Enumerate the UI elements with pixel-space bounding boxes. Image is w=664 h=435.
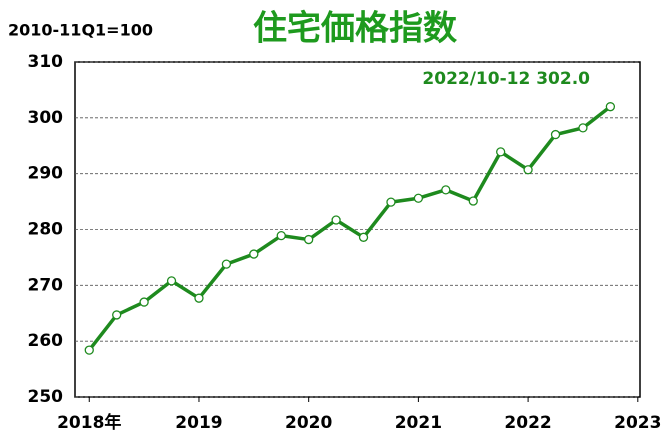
point (441, 185, 451, 195)
point (331, 215, 341, 225)
x-tick-label: 2023 (614, 413, 661, 433)
point (578, 123, 588, 133)
point (496, 147, 506, 157)
point (194, 293, 204, 303)
y-tick-label: 300 (28, 108, 64, 128)
point (84, 345, 94, 355)
y-tick-label: 280 (28, 220, 64, 240)
line (87, 105, 612, 352)
point (468, 196, 478, 206)
point (413, 193, 424, 203)
point (358, 232, 369, 242)
y-tick-label: 290 (28, 164, 64, 184)
annotation: 2022/10-12 302.0 (422, 69, 590, 89)
x-tick-label: 2018年 (57, 412, 121, 433)
x-tick-label: 2020 (285, 413, 332, 433)
y-tick-label: 260 (28, 331, 64, 351)
point (112, 310, 122, 320)
y-tick-label: 310 (28, 52, 64, 72)
point (550, 129, 561, 140)
chart-subtitle: 2010-11Q1=100 (8, 21, 153, 40)
point (276, 230, 286, 241)
x-tick-label: 2019 (175, 413, 222, 433)
x-tick-label: 2022 (504, 413, 551, 433)
point (249, 249, 259, 259)
point (304, 234, 314, 245)
y-tick-label: 250 (28, 387, 64, 407)
point (523, 165, 533, 175)
point (166, 276, 177, 286)
point (139, 297, 149, 307)
x-tick-label: 2021 (395, 413, 442, 433)
chart-title: 住宅価格指数 (253, 9, 457, 49)
point (386, 197, 396, 207)
y-tick-label: 270 (28, 275, 64, 295)
point (221, 259, 232, 269)
point (605, 102, 616, 112)
